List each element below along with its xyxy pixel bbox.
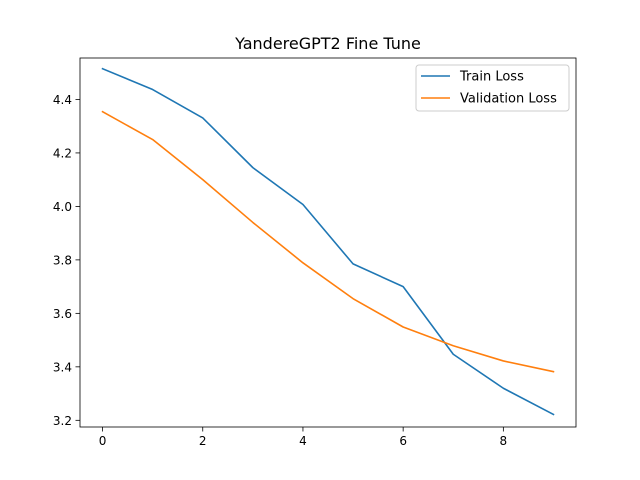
legend-label: Validation Loss [460, 92, 557, 107]
plot-frame [79, 57, 577, 428]
y-tick-label: 4.0 [53, 200, 72, 214]
y-tick-label: 3.4 [53, 360, 72, 374]
legend-label: Train Loss [459, 70, 524, 85]
y-tick-label: 3.8 [53, 253, 72, 267]
legend: Train Loss Validation Loss [415, 64, 570, 112]
legend-box [415, 64, 570, 112]
chart-title: YandereGPT2 Fine Tune [234, 34, 421, 53]
y-axis: 3.2 3.4 3.6 3.8 4.0 4.2 4.4 [53, 93, 80, 428]
x-tick-label: 4 [299, 434, 307, 448]
plot-area [79, 57, 577, 428]
x-axis: 0 2 4 6 8 [99, 427, 507, 448]
y-tick-label: 4.4 [53, 93, 72, 107]
series-layer [101, 67, 555, 416]
x-tick-label: 6 [399, 434, 407, 448]
series-line-validation-loss [101, 110, 555, 373]
y-tick-label: 3.2 [53, 414, 72, 428]
series-line-train-loss [101, 67, 555, 416]
x-tick-label: 2 [199, 434, 207, 448]
y-tick-label: 4.2 [53, 146, 72, 160]
y-tick-label: 3.6 [53, 307, 72, 321]
x-tick-label: 0 [99, 434, 107, 448]
x-tick-label: 8 [500, 434, 508, 448]
